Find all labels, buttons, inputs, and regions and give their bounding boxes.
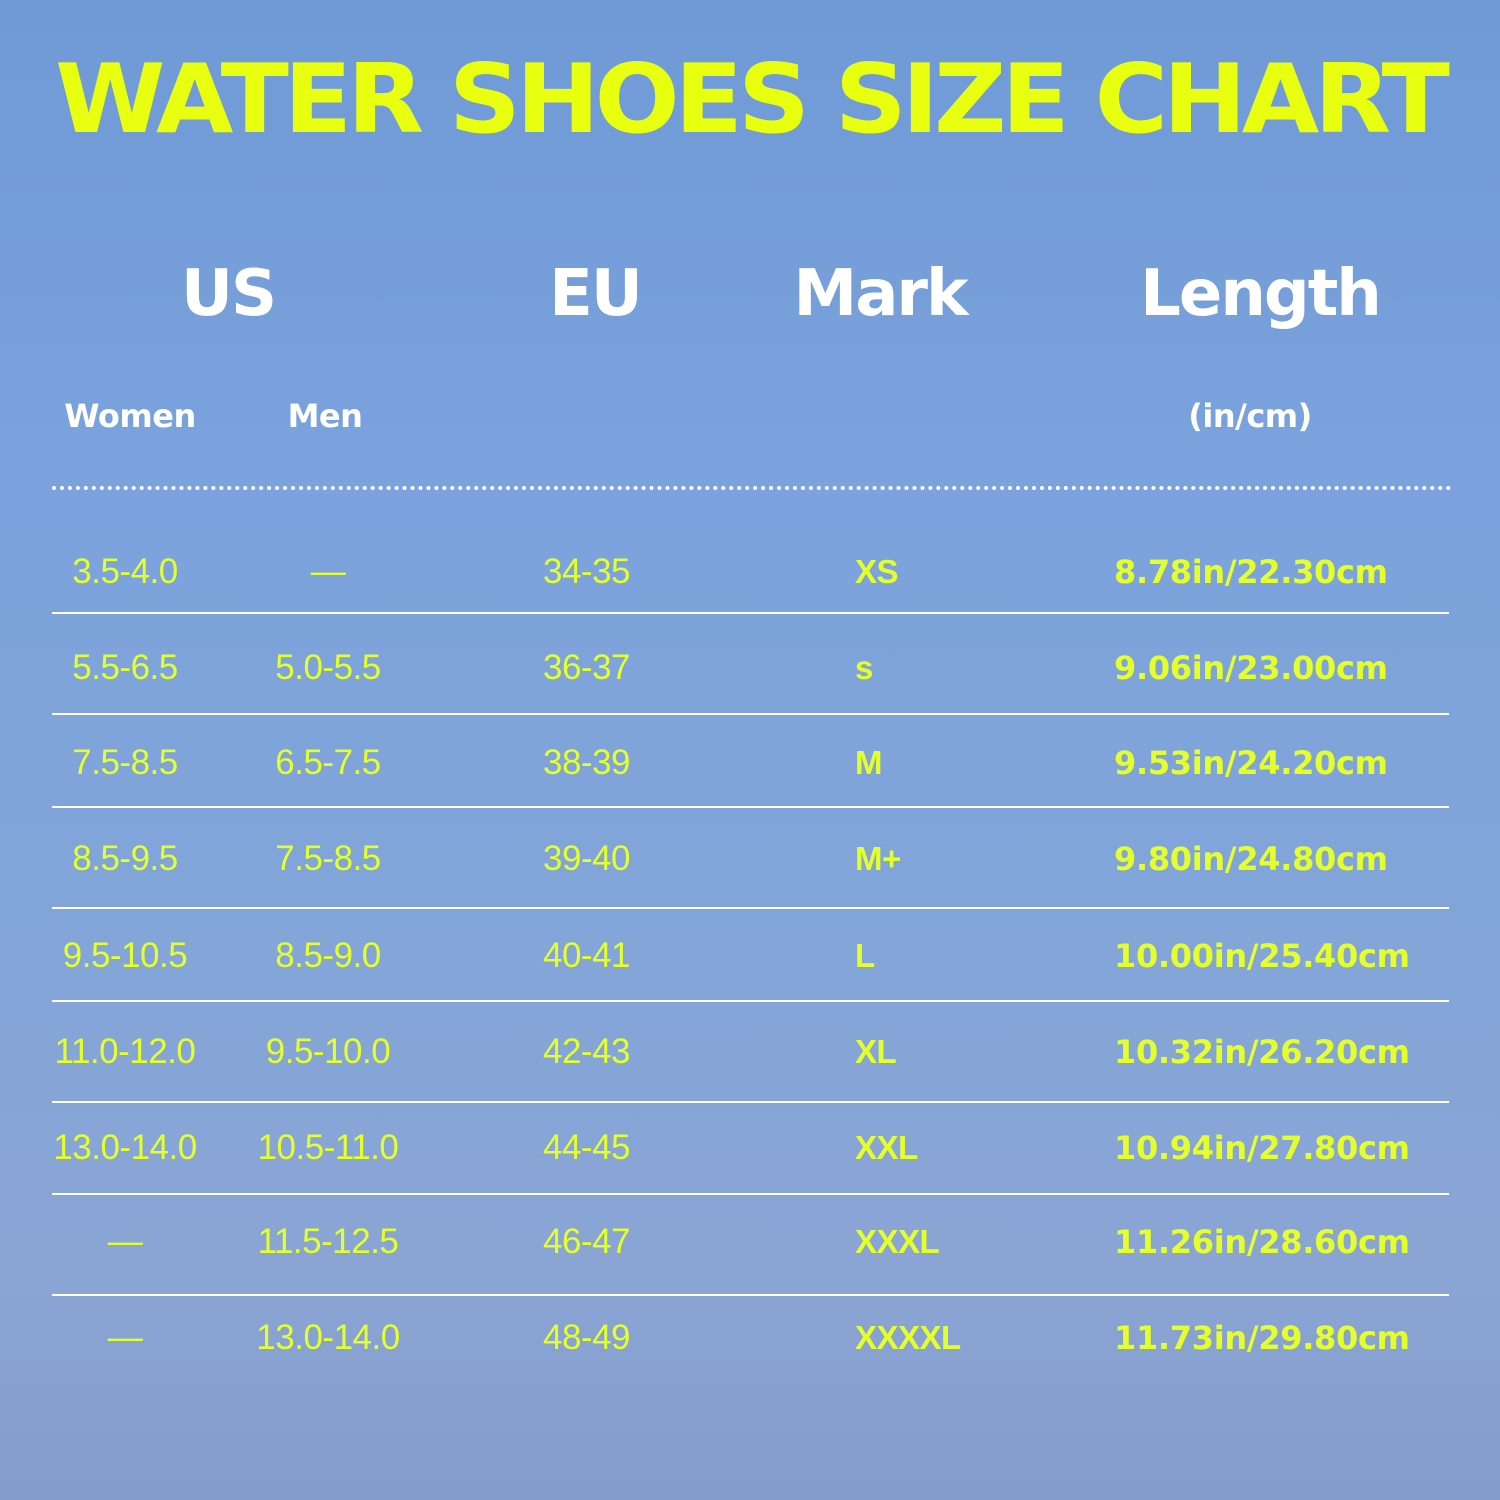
cell-men: 7.5-8.5 bbox=[275, 839, 381, 878]
cell-women: 7.5-8.5 bbox=[72, 743, 178, 782]
cell-women: 8.5-9.5 bbox=[72, 839, 178, 878]
header-us: US bbox=[180, 257, 277, 331]
table-row: 8.5-9.5 7.5-8.5 39-40 M+ 9.80in/24.80cm bbox=[0, 839, 1500, 879]
header-eu: EU bbox=[549, 257, 643, 331]
cell-length: 10.32in/26.20cm bbox=[1114, 1033, 1410, 1071]
row-divider bbox=[52, 1193, 1449, 1195]
row-divider bbox=[52, 713, 1449, 715]
table-row: — 13.0-14.0 48-49 XXXXL 11.73in/29.80cm bbox=[0, 1318, 1500, 1358]
table-row: 3.5-4.0 — 34-35 XS 8.78in/22.30cm bbox=[0, 552, 1500, 592]
cell-mark: L bbox=[855, 937, 875, 974]
cell-men: 10.5-11.0 bbox=[257, 1128, 399, 1167]
cell-women: 11.0-12.0 bbox=[54, 1032, 196, 1071]
cell-length: 9.06in/23.00cm bbox=[1114, 649, 1388, 687]
cell-women: 13.0-14.0 bbox=[53, 1128, 197, 1167]
subheader-men: Men bbox=[287, 397, 363, 435]
cell-eu: 44-45 bbox=[543, 1128, 631, 1167]
cell-length: 9.80in/24.80cm bbox=[1114, 840, 1388, 878]
row-divider bbox=[52, 1101, 1449, 1103]
header-mark: Mark bbox=[793, 257, 969, 331]
table-row: — 11.5-12.5 46-47 XXXL 11.26in/28.60cm bbox=[0, 1222, 1500, 1262]
row-divider bbox=[52, 1294, 1449, 1296]
cell-eu: 34-35 bbox=[543, 552, 631, 591]
table-row: 11.0-12.0 9.5-10.0 42-43 XL 10.32in/26.20cm bbox=[0, 1032, 1500, 1072]
header-divider bbox=[52, 486, 1452, 490]
table-row: 5.5-6.5 5.0-5.5 36-37 s 9.06in/23.00cm bbox=[0, 648, 1500, 688]
row-divider bbox=[52, 806, 1449, 808]
cell-mark: XXL bbox=[855, 1129, 918, 1166]
cell-mark: M bbox=[855, 744, 883, 781]
cell-mark: XL bbox=[855, 1033, 897, 1070]
chart-title: WATER SHOES SIZE CHART bbox=[55, 43, 1450, 155]
cell-women: 5.5-6.5 bbox=[72, 648, 178, 687]
cell-men: 11.5-12.5 bbox=[257, 1222, 399, 1261]
cell-mark: XXXL bbox=[855, 1223, 940, 1260]
header-length: Length bbox=[1140, 257, 1382, 331]
cell-length: 11.26in/28.60cm bbox=[1114, 1223, 1410, 1261]
cell-women: — bbox=[107, 1318, 143, 1357]
cell-men: 13.0-14.0 bbox=[256, 1318, 400, 1357]
cell-length: 8.78in/22.30cm bbox=[1114, 553, 1388, 591]
cell-women: 9.5-10.5 bbox=[62, 936, 188, 975]
cell-eu: 48-49 bbox=[543, 1318, 631, 1357]
subheader-women: Women bbox=[64, 397, 196, 435]
cell-eu: 46-47 bbox=[543, 1222, 631, 1261]
cell-women: 3.5-4.0 bbox=[72, 552, 178, 591]
cell-women: — bbox=[107, 1222, 143, 1261]
cell-eu: 40-41 bbox=[543, 936, 631, 975]
cell-eu: 39-40 bbox=[543, 839, 631, 878]
row-divider bbox=[52, 612, 1449, 614]
row-divider bbox=[52, 1000, 1449, 1002]
row-divider bbox=[52, 907, 1449, 909]
cell-men: 8.5-9.0 bbox=[275, 936, 381, 975]
cell-mark: XS bbox=[855, 553, 899, 590]
cell-eu: 36-37 bbox=[543, 648, 631, 687]
cell-mark: M+ bbox=[855, 840, 901, 877]
cell-mark: XXXXL bbox=[855, 1319, 961, 1356]
subheader-length-unit: (in/cm) bbox=[1188, 397, 1312, 435]
table-row: 7.5-8.5 6.5-7.5 38-39 M 9.53in/24.20cm bbox=[0, 743, 1500, 783]
cell-length: 11.73in/29.80cm bbox=[1114, 1319, 1410, 1357]
table-row: 9.5-10.5 8.5-9.0 40-41 L 10.00in/25.40cm bbox=[0, 936, 1500, 976]
cell-mark: s bbox=[855, 649, 873, 686]
cell-eu: 38-39 bbox=[543, 743, 631, 782]
cell-eu: 42-43 bbox=[543, 1032, 631, 1071]
cell-men: 5.0-5.5 bbox=[275, 648, 381, 687]
cell-length: 9.53in/24.20cm bbox=[1114, 744, 1388, 782]
table-row: 13.0-14.0 10.5-11.0 44-45 XXL 10.94in/27.80c… bbox=[0, 1128, 1500, 1168]
cell-length: 10.94in/27.80cm bbox=[1114, 1129, 1410, 1167]
cell-length: 10.00in/25.40cm bbox=[1114, 937, 1410, 975]
cell-men: 9.5-10.0 bbox=[265, 1032, 391, 1071]
cell-men: 6.5-7.5 bbox=[275, 743, 381, 782]
cell-men: — bbox=[310, 552, 346, 591]
